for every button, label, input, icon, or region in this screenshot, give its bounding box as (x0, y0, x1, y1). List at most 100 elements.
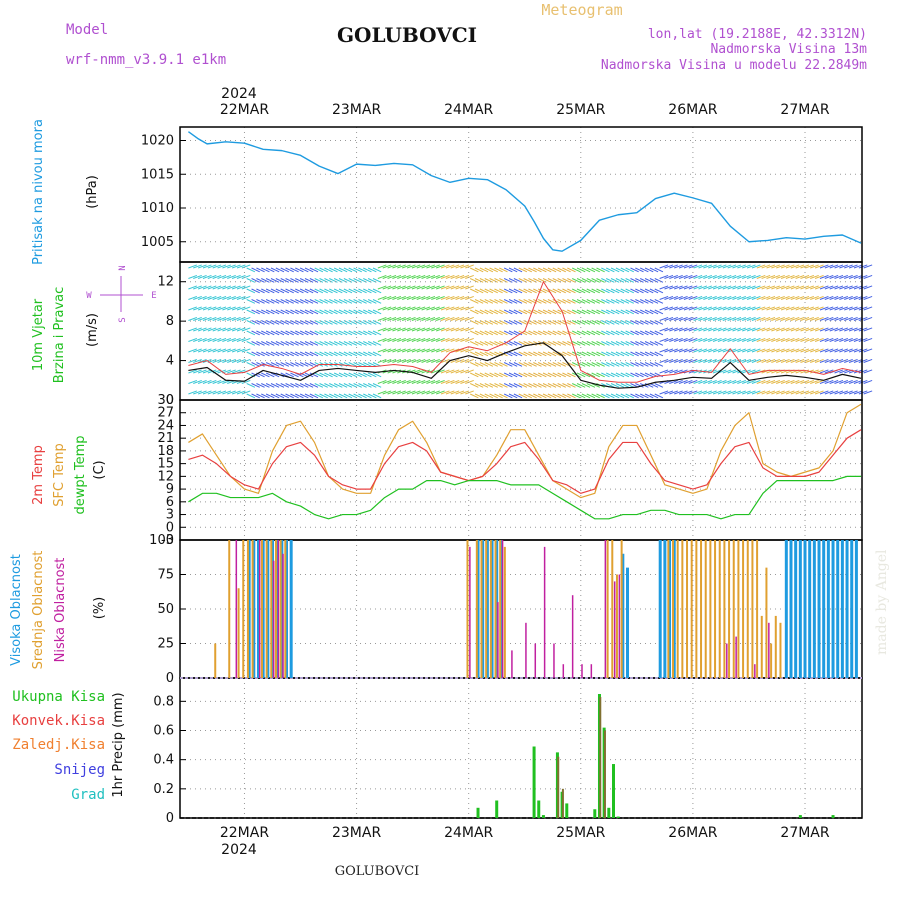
y-tick-label: 0 (166, 811, 174, 826)
wind-barb (343, 351, 353, 357)
wind-barb (844, 327, 853, 332)
wind-barb (780, 316, 790, 321)
wind-barb (732, 306, 742, 311)
wind-barb (275, 330, 285, 336)
wind-barb (537, 309, 547, 315)
wind-barb (547, 288, 557, 294)
wind-barb (246, 288, 256, 294)
wind-barb (625, 267, 635, 273)
wind-barb (479, 267, 489, 273)
pressure-line (187, 131, 862, 252)
wind-barb (494, 299, 503, 304)
wind-barb (367, 299, 377, 304)
wind-barb (231, 285, 241, 290)
wind-barb (605, 299, 615, 304)
wind-barb (261, 267, 270, 273)
y-tick-label: 9 (166, 482, 174, 497)
wind-barb (727, 264, 737, 269)
wind-barb (742, 327, 751, 332)
wind-barb (304, 351, 314, 357)
wind-barb (780, 379, 790, 384)
wind-barb (435, 274, 445, 279)
wind-barb (567, 393, 576, 399)
wind-barb (844, 379, 853, 384)
wind-barb (591, 330, 600, 336)
wind-barb (664, 295, 674, 300)
wind-barb (421, 274, 431, 279)
wind-barb (231, 327, 241, 332)
wind-barb (829, 390, 839, 395)
wind-barb (460, 348, 470, 353)
wind-barb (377, 285, 387, 290)
wind-barb (683, 379, 693, 384)
wind-barb (324, 309, 333, 315)
wind-barb (703, 264, 712, 269)
wind-barb (222, 348, 232, 353)
wind-barb (188, 306, 198, 311)
wind-barb (513, 362, 523, 367)
wind-barb (285, 330, 294, 336)
wind-barb (304, 341, 314, 346)
wind-barb (586, 341, 596, 346)
wind-barb (839, 348, 849, 353)
wind-barb (212, 295, 222, 300)
wind-barb (217, 295, 227, 300)
wind-barb (737, 274, 746, 279)
wind-barb (712, 358, 722, 363)
wind-barb (348, 267, 358, 273)
wind-barb (494, 362, 503, 367)
wind-barb (489, 351, 498, 357)
wind-barb (795, 358, 805, 363)
wind-barb (712, 327, 722, 332)
wind-barb (270, 330, 280, 336)
wind-barb (761, 316, 771, 321)
wind-barb (348, 288, 358, 294)
wind-barb (319, 351, 328, 357)
wind-barb (474, 351, 484, 357)
wind-barb (848, 390, 858, 395)
wind-barb (722, 264, 732, 269)
wind-barb (465, 337, 474, 342)
wind-barb (188, 327, 198, 332)
wind-barb (397, 337, 406, 342)
wind-barb (863, 274, 873, 279)
wind-barb (659, 264, 669, 269)
wind-barb (421, 348, 431, 353)
wind-barb (445, 295, 455, 300)
wind-barb (421, 295, 431, 300)
wind-barb (236, 327, 246, 332)
wind-barb (698, 358, 708, 363)
wind-barb (678, 358, 688, 363)
wind-barb (499, 288, 508, 294)
wind-barb (222, 285, 232, 290)
wind-barb (674, 327, 683, 332)
wind-barb (285, 383, 294, 388)
wind-barb (450, 316, 460, 321)
wind-barb (678, 316, 688, 321)
wind-barb (848, 337, 858, 342)
wind-barb (688, 379, 698, 384)
wind-barb (625, 320, 635, 325)
wind-barb (231, 264, 241, 269)
wind-barb (416, 264, 426, 269)
wind-barb (406, 390, 416, 395)
wind-barb (829, 295, 839, 300)
wind-barb (275, 351, 285, 357)
wind-barb (474, 309, 484, 315)
wind-barb (348, 372, 358, 378)
wind-barb (265, 393, 275, 399)
wind-barb (197, 316, 207, 321)
wind-barb (688, 348, 698, 353)
wind-barb (654, 351, 664, 357)
wind-barb (304, 309, 314, 315)
wind-barb (547, 320, 557, 325)
wind-barb (814, 337, 824, 342)
wind-barb (571, 278, 581, 283)
wind-barb (761, 306, 771, 311)
wind-barb (712, 348, 722, 353)
wind-barb (732, 295, 742, 300)
wind-barb (251, 330, 260, 336)
wind-barb (839, 264, 849, 269)
wind-barb (819, 390, 829, 395)
